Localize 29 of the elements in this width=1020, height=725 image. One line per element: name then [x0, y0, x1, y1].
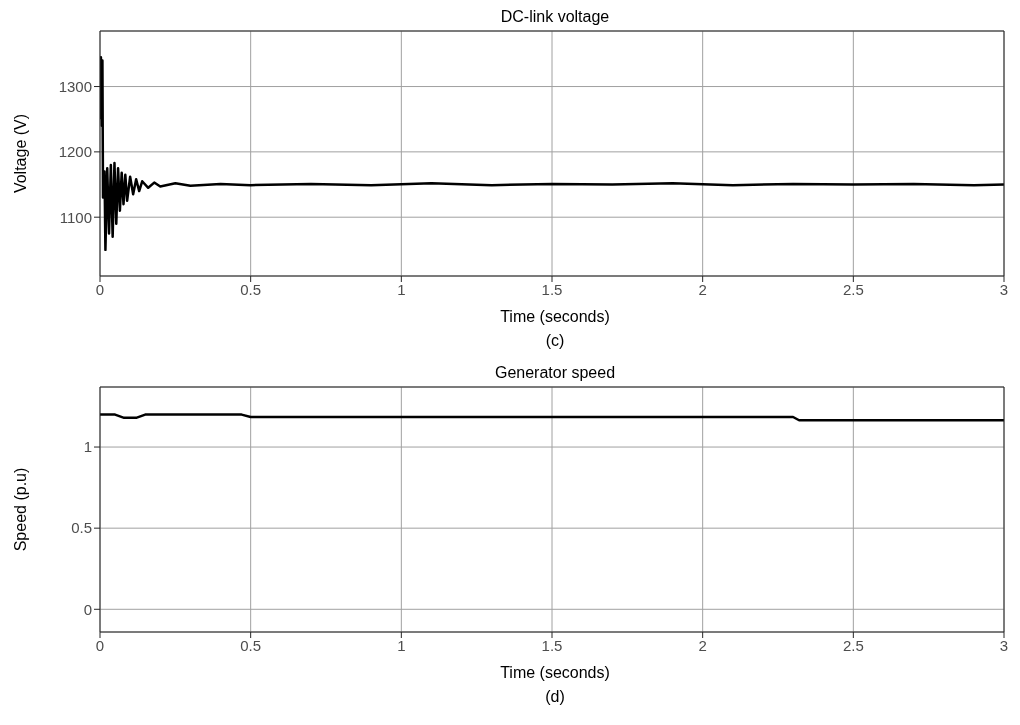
- y-tick-label: 1100: [59, 208, 92, 226]
- chart-title: DC-link voltage: [499, 8, 611, 26]
- x-tick-label: 2: [698, 636, 707, 654]
- x-tick-label: 0.5: [240, 280, 262, 298]
- x-tick-label: 3: [999, 636, 1009, 654]
- y-tick-label: 0: [83, 600, 92, 618]
- text: (c): [544, 332, 566, 350]
- x-tick-label: 2.5: [842, 280, 864, 298]
- y-tick-label: 1200: [58, 143, 92, 161]
- x-tick-label: 1: [397, 280, 406, 298]
- y-tick-label: 1300: [58, 77, 92, 95]
- line-series: [100, 55, 1004, 252]
- x-tick-label: 0: [95, 636, 105, 654]
- x-axis-title: Time (seconds): [499, 308, 611, 326]
- y-tick-label: 1: [83, 438, 92, 456]
- x-tick-label: 2: [698, 280, 707, 298]
- x-tick-label: 2.5: [842, 636, 864, 654]
- x-tick-label: 1.5: [541, 636, 563, 654]
- x-axis-title: Time (seconds): [499, 664, 611, 682]
- x-tick-label: 0.5: [240, 636, 262, 654]
- text: (d): [544, 688, 566, 706]
- chart-title: Generator speed: [493, 364, 617, 382]
- y-tick-label: 0.5: [71, 519, 92, 537]
- x-tick-label: 1: [397, 636, 406, 654]
- x-tick-label: 0: [95, 280, 105, 298]
- x-tick-label: 1.5: [541, 280, 563, 298]
- y-axis-title: Speed (p.u): [11, 467, 29, 552]
- y-axis-title: Voltage (V): [11, 113, 29, 194]
- x-tick-label: 3: [999, 280, 1009, 298]
